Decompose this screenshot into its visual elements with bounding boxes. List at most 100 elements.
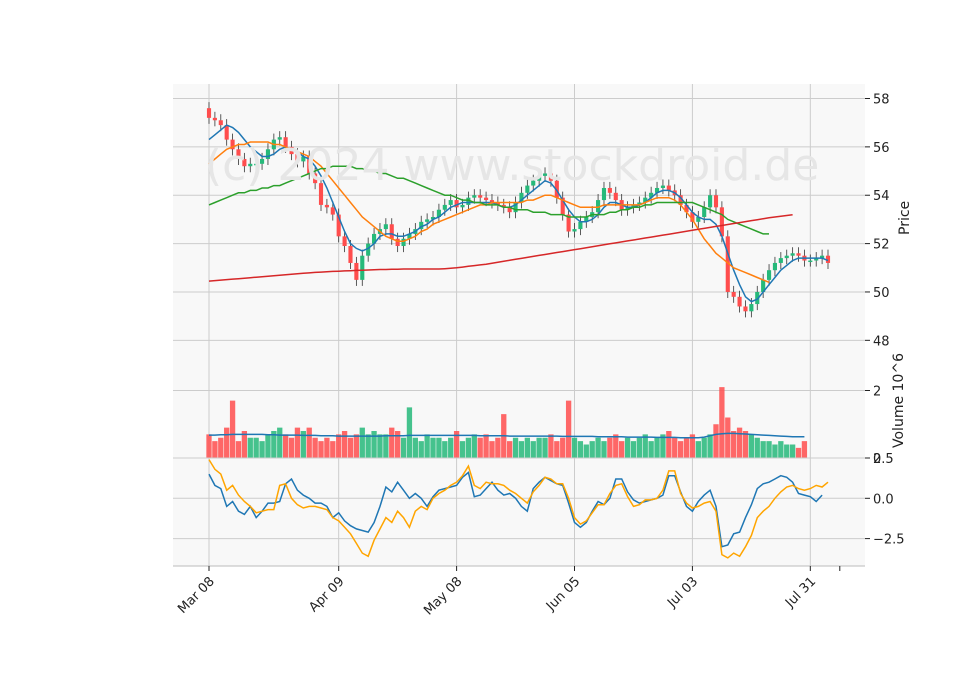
volume-bar [795,447,802,458]
volume-bar [389,427,395,458]
volume-bar [624,437,631,458]
volume-bar [648,441,654,458]
volume-bar [689,434,696,458]
volume-bar [630,441,637,458]
candle [525,185,530,193]
candle [790,253,795,256]
candle [313,173,318,184]
volume-bar [518,441,525,458]
volume-bar [218,437,224,458]
candle [749,304,754,312]
candle [478,195,483,198]
volume-bar [229,400,236,458]
volume-bar [377,434,383,458]
price-panel-background [173,84,865,350]
candle [719,207,724,237]
volume-bar [677,441,684,458]
watermark: (c) 2024 www.stockdroid.de [205,140,819,191]
candle [224,125,229,140]
volume-bar [383,434,389,458]
volume-bar [554,441,560,458]
sma-20-line [208,141,770,283]
candle [537,175,542,181]
volume-bar [524,437,530,458]
volume-bar [725,417,731,458]
oscillator-line-orange [208,459,829,559]
volume-bar [548,434,554,458]
oscillator-y-tick-label: −2.5 [873,533,905,548]
sma-50-line [208,165,769,235]
candle [690,212,695,222]
volume-bar [465,437,472,458]
oscillator-y-tick-label: 0.0 [873,492,894,507]
volume-bar [235,441,242,458]
volume-bar [306,427,312,458]
candle [301,156,306,162]
price-y-tick-label: 52 [873,238,890,253]
volume-bar [453,431,460,458]
volume-bar [212,441,218,458]
candle [578,221,583,230]
candle [366,243,371,256]
candle [596,200,601,213]
volume-bar [406,407,413,458]
candle [554,180,559,198]
volume-bar [347,437,354,458]
candle [372,233,377,244]
candle [454,200,459,208]
candle [584,217,589,222]
volume-bar [683,437,690,458]
candle [248,163,253,167]
volume-bar [424,434,430,458]
volume-bar [371,431,377,458]
volume-bar [748,434,755,458]
candle [318,183,324,205]
candle [666,185,671,191]
volume-bar [341,431,348,458]
volume-bar [642,434,648,458]
candle [713,195,719,208]
candle [660,185,665,188]
candle [283,137,288,147]
price-y-tick-label: 54 [873,189,890,204]
volume-bar [507,441,513,458]
volume-bar [483,434,489,458]
volume-bar [330,441,336,458]
volume-bar [565,400,572,458]
volume-y-tick-label: 2 [873,385,881,400]
candle [230,139,235,150]
volume-bar [660,434,666,458]
volume-bar [459,441,466,458]
volume-bar [601,441,607,458]
candle [354,262,359,280]
candle [814,258,819,261]
candle [519,192,524,203]
candle [265,149,271,159]
candle [389,224,394,239]
volume-bar [713,424,719,458]
candle [324,204,329,208]
volume-bar [760,441,766,458]
candle [548,173,553,181]
volume-bar [448,437,454,458]
volume-axis-label: Volume 10^6 [891,353,907,448]
x-tick-label: Jul 03 [664,574,701,611]
volume-bar [265,434,271,458]
volume-bar [277,427,283,458]
candle [684,204,689,213]
candle [307,156,312,174]
candle [507,207,512,213]
volume-bar [477,437,483,458]
x-tick-label: Jul 31 [782,574,819,611]
volume-bar [288,437,295,458]
volume-bar [736,427,743,458]
candle [566,214,571,232]
candle [784,255,789,259]
candle [725,236,730,292]
volume-bar [282,434,289,458]
volume-bar [607,437,613,458]
volume-bar [312,437,318,458]
candle [218,120,223,126]
candle [755,291,760,305]
candle [236,149,241,159]
